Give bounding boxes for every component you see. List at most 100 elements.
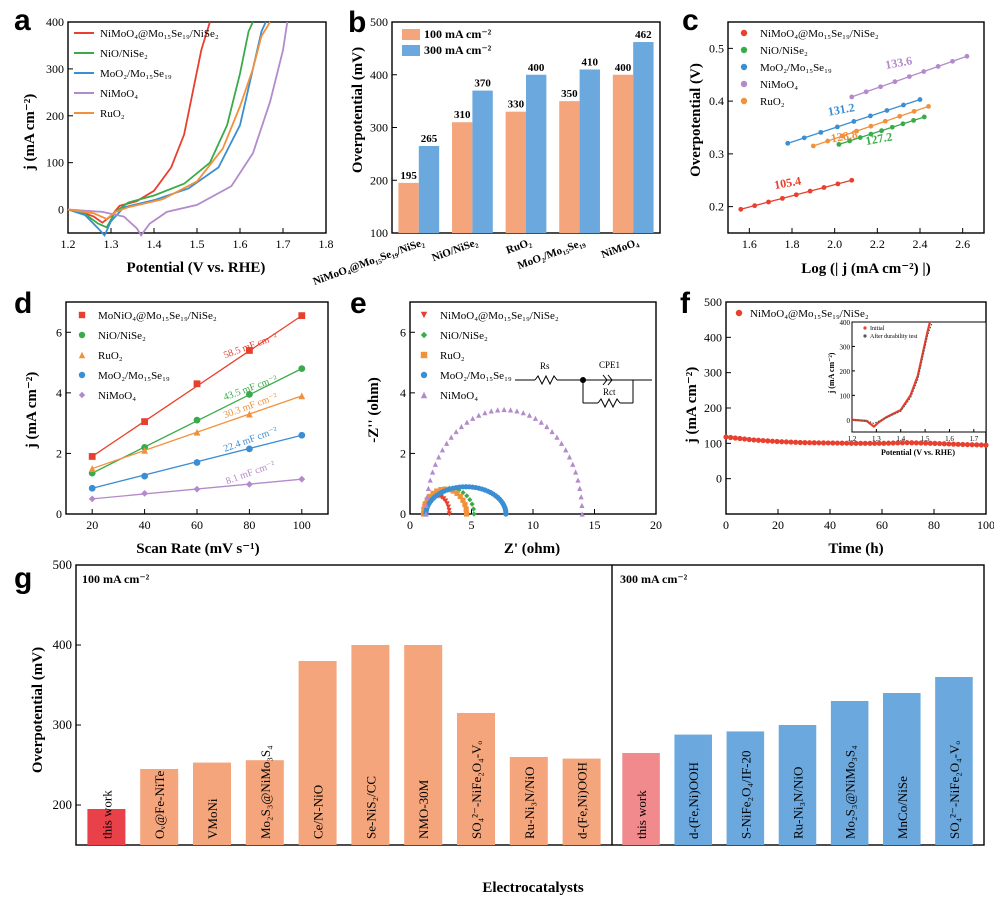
c-data-point	[901, 102, 906, 108]
d-data-point	[193, 459, 201, 466]
c-data-point	[766, 199, 771, 205]
b-y-axis-label: Overpotential (mV)	[350, 47, 366, 173]
c-tafel-slope-label: 131.2	[827, 100, 856, 118]
b-bar-value-label: 410	[582, 56, 599, 68]
f-data-point	[871, 440, 878, 446]
f-data-point	[797, 439, 803, 446]
f-data-point	[732, 435, 738, 441]
a-x-tick-label: 1.7	[276, 237, 291, 251]
f-x-axis-label: Time (h)	[828, 541, 883, 557]
g-bar-label: this work	[634, 790, 649, 839]
c-x-tick-label: 2.4	[913, 237, 928, 251]
c-data-point	[917, 97, 923, 102]
c-data-point	[785, 140, 791, 146]
f-data-point	[834, 440, 841, 446]
b-category-label: NiMoO₄	[600, 236, 641, 261]
c-data-point	[868, 113, 873, 119]
f-y-tick-label: 200	[704, 401, 722, 415]
f-data-point	[881, 440, 887, 446]
f-inset-x-label: Potential (V vs. RHE)	[881, 448, 955, 457]
e-data-point	[424, 494, 430, 500]
e-legend-item-marker	[420, 391, 428, 399]
e-x-axis-label: Z' (ohm)	[504, 541, 560, 557]
a-y-tick-label: 200	[46, 109, 64, 123]
e-legend-item-label: NiMoO₄	[440, 390, 478, 402]
f-data-point	[941, 441, 947, 447]
c-data-point	[851, 119, 857, 124]
g-bar-label: Mo₂S₃@NiMo₃S₄	[258, 745, 273, 839]
d-x-tick-label: 100	[293, 518, 311, 532]
b-bar-value-label: 370	[474, 78, 491, 90]
c-legend-item-marker	[740, 97, 748, 105]
c-data-point	[950, 58, 955, 64]
d-data-point	[141, 447, 148, 454]
e-circuit-resistor-rct	[597, 397, 621, 409]
e-data-point	[445, 504, 451, 510]
g-x-axis-label: Electrocatalysts	[482, 880, 584, 896]
e-data-point	[526, 412, 533, 418]
panel-label-c: c	[682, 4, 699, 37]
e-x-tick-label: 15	[589, 518, 601, 532]
e-data-point	[470, 415, 476, 421]
f-inset-series-line	[851, 321, 932, 429]
f-inset-y-label: j (mA cm⁻²)	[827, 352, 836, 394]
e-data-point	[442, 498, 449, 504]
e-data-point	[501, 406, 507, 413]
e-data-point	[544, 423, 550, 430]
f-data-point	[746, 436, 752, 443]
c-data-point	[847, 138, 852, 144]
f-data-point	[802, 440, 808, 446]
e-data-point	[463, 506, 469, 512]
e-data-point	[532, 415, 539, 421]
c-x-tick-label: 1.8	[785, 237, 800, 251]
b-bar-value-label: 400	[528, 62, 545, 74]
d-x-tick-label: 20	[86, 518, 98, 532]
f-data-point	[885, 440, 892, 446]
c-data-point	[921, 114, 927, 120]
f-inset-frame	[851, 321, 987, 433]
c-data-point	[807, 188, 813, 194]
f-data-point	[811, 440, 817, 446]
e-data-point	[579, 502, 585, 508]
panel-c: 1.6 1.8 2.0 2.2 2.4 2.6 0.2 0.3 0.4 0.5 105.4 NiMoO…	[709, 21, 985, 251]
e-data-point	[575, 477, 581, 483]
f-data-point	[978, 442, 984, 448]
c-data-point	[900, 121, 906, 127]
a-series-line	[67, 21, 254, 229]
c-tafel-slope-label: 127.2	[864, 129, 893, 147]
c-plot-frame	[727, 21, 985, 234]
f-data-point	[932, 440, 938, 446]
b-y-tick-label: 300	[370, 121, 388, 135]
d-data-point	[141, 472, 149, 480]
f-data-point	[723, 434, 729, 440]
f-inset-y-tick-label: 100	[840, 392, 851, 400]
f-inset-legend-marker	[863, 334, 867, 338]
e-data-point	[520, 410, 526, 416]
c-y-tick-label: 0.3	[709, 147, 724, 161]
f-x-tick-label: 0	[723, 518, 729, 532]
f-data-point	[964, 441, 971, 448]
f-data-point	[751, 437, 757, 443]
e-data-point	[463, 511, 470, 517]
panel-label-f: f	[680, 287, 691, 320]
c-data-point	[964, 53, 970, 59]
b-bar	[398, 182, 419, 233]
f-data-point	[844, 440, 850, 446]
b-y-tick-label: 200	[370, 173, 388, 187]
d-data-point	[298, 431, 306, 439]
c-data-point	[825, 138, 831, 144]
e-data-point	[427, 493, 433, 500]
f-data-point	[806, 440, 813, 446]
b-category-label: RuO₂	[505, 236, 534, 256]
f-data-point	[853, 440, 859, 446]
e-data-point	[554, 434, 560, 440]
f-x-tick-label: 80	[928, 518, 940, 532]
e-data-point	[450, 488, 456, 494]
c-data-point	[882, 118, 888, 124]
f-data-point	[969, 442, 975, 448]
c-legend-item-marker	[740, 29, 748, 37]
panel-label-e: e	[350, 287, 367, 320]
a-y-axis-label: j (mA cm⁻²)	[22, 94, 38, 172]
d-x-tick-label: 40	[139, 518, 151, 532]
c-legend-item-label: NiMoO₄@Mo₁₅Se₁₉/NiSe₂	[760, 28, 879, 40]
